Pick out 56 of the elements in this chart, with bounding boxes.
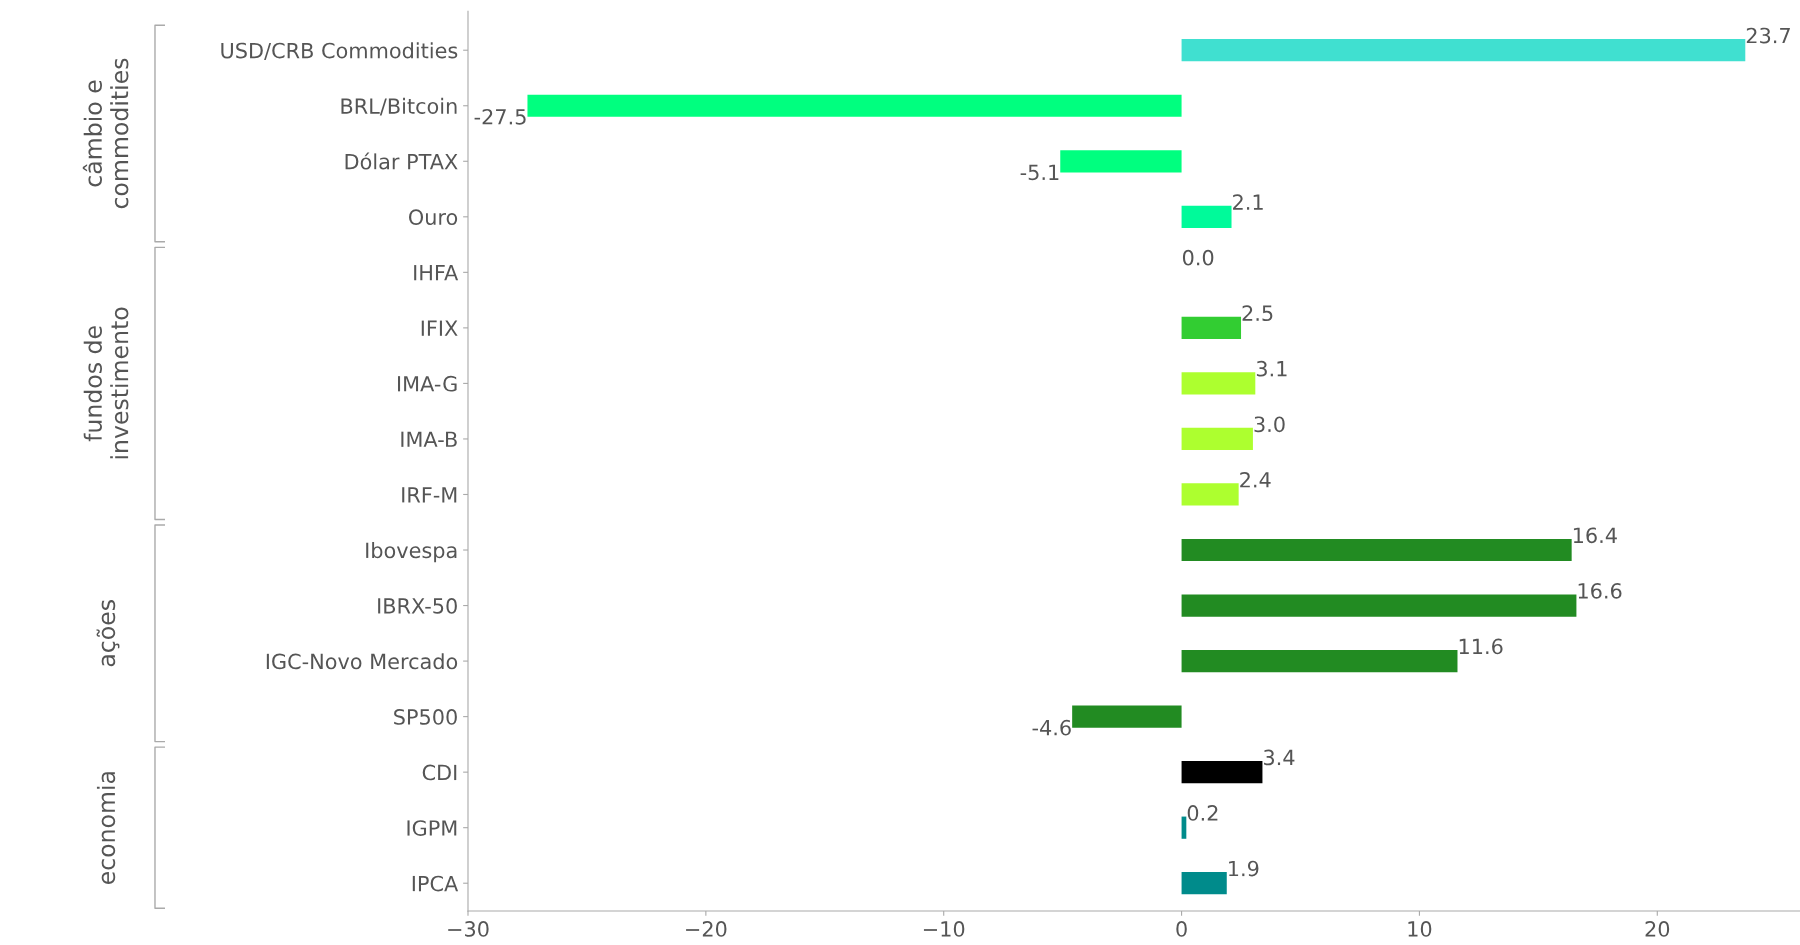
bar	[1181, 427, 1253, 451]
data-label: 23.7	[1746, 27, 1790, 44]
bar	[1181, 594, 1577, 617]
data-label: 16.4	[1573, 527, 1617, 544]
y-tick-label: BRL/Bitcoin	[341, 97, 457, 116]
y-tick-label: IRF-M	[402, 487, 457, 503]
y-tick-label: IGC-Novo Mercado	[266, 653, 458, 670]
data-label: -5.1	[1020, 164, 1059, 181]
bar	[1181, 538, 1572, 562]
y-tick-label: IMA-G	[398, 375, 457, 392]
bar	[1181, 483, 1239, 506]
y-tick-label: Dólar PTAX	[345, 152, 458, 170]
text: ações	[96, 600, 120, 667]
text: economia	[96, 772, 116, 885]
data-label: 3.0	[1254, 416, 1285, 433]
y-tick-label: IMA-B	[401, 431, 457, 447]
y-tick-label: IHFA	[414, 265, 459, 281]
bar	[1181, 205, 1232, 228]
y-tick-label: IBRX-50	[378, 598, 457, 614]
bar	[1181, 761, 1263, 784]
bar	[1072, 705, 1182, 728]
x-tick-label: −30	[448, 921, 489, 937]
bar	[1181, 316, 1242, 339]
bar	[527, 94, 1182, 117]
data-label: 3.1	[1256, 360, 1287, 377]
data-label: -27.5	[474, 108, 526, 125]
data-label: 3.4	[1264, 749, 1295, 766]
y-tick-label: Ouro	[409, 209, 458, 226]
data-label: 1.9	[1229, 860, 1259, 877]
y-tick-label: IPCA	[412, 875, 459, 892]
y-tick-label: IFIX	[421, 320, 458, 336]
y-tick-label: SP500	[394, 709, 457, 725]
bar	[1181, 872, 1227, 895]
bar	[1060, 150, 1182, 173]
x-tick-label: −20	[686, 921, 727, 937]
y-tick-label: CDI	[422, 764, 457, 781]
y-tick-label: USD/CRB Commodities	[221, 42, 458, 61]
data-label: 16.6	[1578, 582, 1622, 599]
text: fundos de investimento	[83, 307, 129, 459]
data-label: 2.4	[1240, 471, 1271, 488]
data-label: 11.6	[1459, 638, 1503, 655]
text: câmbio e commodities	[82, 58, 129, 209]
bar	[1181, 649, 1458, 673]
x-tick-label: 0	[1176, 921, 1187, 937]
data-label: 2.5	[1242, 305, 1273, 322]
x-tick-label: −10	[923, 921, 965, 937]
bar	[1181, 372, 1256, 395]
x-tick-label: 10	[1408, 921, 1432, 937]
x-tick-label: 20	[1645, 921, 1670, 937]
data-label: 0.2	[1187, 805, 1218, 821]
y-tick-label: IGPM	[407, 820, 457, 836]
bar	[1181, 39, 1746, 62]
data-label: -4.6	[1032, 719, 1071, 736]
data-label: 2.1	[1233, 194, 1263, 210]
data-label: 0.0	[1182, 249, 1214, 266]
y-tick-label: Ibovespa	[366, 542, 457, 563]
